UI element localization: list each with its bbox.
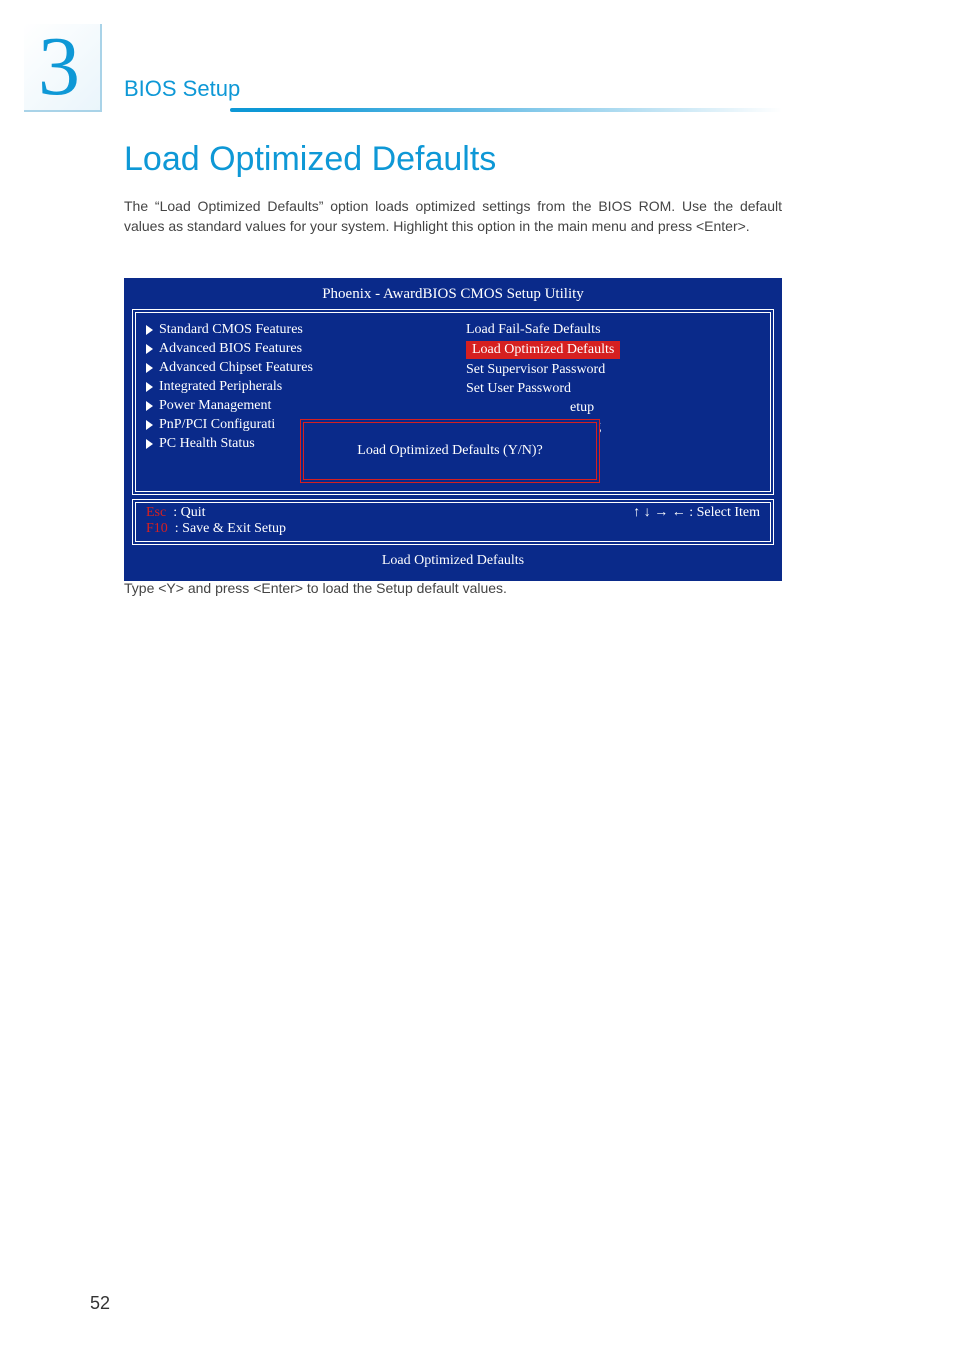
confirm-dialog[interactable]: Load Optimized Defaults (Y/N)? [300, 419, 600, 483]
triangle-icon [146, 382, 153, 392]
triangle-icon [146, 401, 153, 411]
menu-label: Advanced BIOS Features [159, 341, 302, 356]
bios-footer-keys: Esc : Quit ↑ ↓ → ← : Select Item F10 : S… [132, 499, 774, 545]
menu-label: Set User Password [466, 381, 571, 396]
page: 3 BIOS Setup Load Optimized Defaults The… [0, 0, 954, 1354]
menu-item-supervisor-pw[interactable]: Set Supervisor Password [466, 362, 766, 378]
menu-item-power-management[interactable]: Power Management [146, 398, 446, 414]
menu-label: Integrated Peripherals [159, 379, 282, 394]
triangle-icon [146, 363, 153, 373]
bios-title: Phoenix - AwardBIOS CMOS Setup Utility [126, 280, 780, 309]
dialog-text: Load Optimized Defaults (Y/N)? [357, 443, 542, 459]
triangle-icon [146, 420, 153, 430]
triangle-icon [146, 344, 153, 354]
f10-label: : Save & Exit Setup [175, 521, 286, 536]
bios-setup-panel: Phoenix - AwardBIOS CMOS Setup Utility S… [124, 278, 782, 581]
bios-body: Standard CMOS Features Advanced BIOS Fea… [132, 309, 774, 495]
menu-item-advanced-chipset[interactable]: Advanced Chipset Features [146, 360, 446, 376]
menu-label: Advanced Chipset Features [159, 360, 313, 375]
page-heading: Load Optimized Defaults [124, 140, 496, 179]
menu-item-integrated-peripherals[interactable]: Integrated Peripherals [146, 379, 446, 395]
selected-label: Load Optimized Defaults [466, 341, 620, 359]
page-number: 52 [90, 1293, 110, 1314]
esc-key: Esc [146, 505, 166, 520]
bios-footer-caption: Load Optimized Defaults [126, 545, 780, 579]
menu-label: PC Health Status [159, 436, 255, 451]
chapter-number: 3 [38, 18, 80, 115]
chapter-badge: 3 [24, 24, 108, 120]
chapter-title: BIOS Setup [124, 76, 240, 102]
esc-label: : Quit [173, 505, 205, 520]
closing-paragraph: Type <Y> and press <Enter> to load the S… [124, 580, 507, 596]
menu-label: Set Supervisor Password [466, 362, 605, 377]
triangle-icon [146, 439, 153, 449]
triangle-icon [146, 325, 153, 335]
menu-item-failsafe[interactable]: Load Fail-Safe Defaults [466, 322, 766, 338]
menu-item-user-pw[interactable]: Set User Password [466, 381, 766, 397]
menu-label: Load Fail-Safe Defaults [466, 322, 601, 337]
menu-item-load-optimized[interactable]: Load Optimized Defaults [466, 341, 766, 359]
menu-label: Standard CMOS Features [159, 322, 303, 337]
header-rule [230, 108, 782, 112]
menu-item-partial-setup: etup [466, 400, 766, 416]
menu-item-standard-cmos[interactable]: Standard CMOS Features [146, 322, 446, 338]
f10-key: F10 [146, 521, 168, 536]
menu-item-advanced-bios[interactable]: Advanced BIOS Features [146, 341, 446, 357]
menu-label: PnP/PCI Configurati [159, 417, 275, 432]
intro-paragraph: The “Load Optimized Defaults” option loa… [124, 196, 782, 237]
menu-label: etup [570, 400, 594, 415]
confirm-dialog-inner: Load Optimized Defaults (Y/N)? [300, 419, 600, 483]
arrow-hint: ↑ ↓ → ← : Select Item [633, 505, 760, 521]
menu-label: Power Management [159, 398, 271, 413]
